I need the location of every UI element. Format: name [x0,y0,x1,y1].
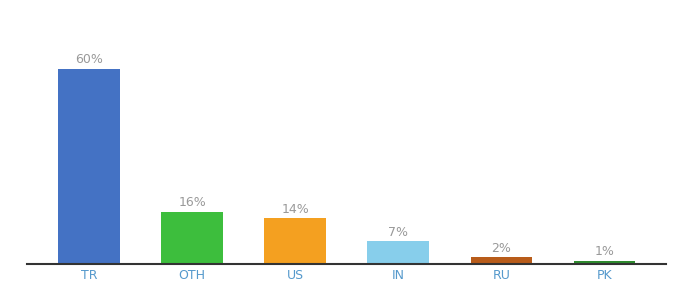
Bar [367,241,429,264]
Text: 1%: 1% [594,245,615,258]
Text: 16%: 16% [178,196,206,209]
Bar [161,212,223,264]
Bar [574,261,636,264]
Text: 7%: 7% [388,226,409,238]
Bar [471,257,532,264]
Text: 2%: 2% [492,242,511,255]
Bar [58,69,120,264]
Bar [265,218,326,264]
Text: 14%: 14% [282,203,309,216]
Text: 60%: 60% [75,53,103,66]
